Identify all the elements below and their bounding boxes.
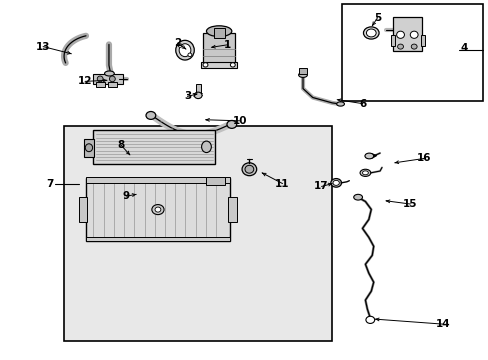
Bar <box>64 126 331 341</box>
Ellipse shape <box>194 92 202 99</box>
Bar <box>228 197 237 222</box>
Text: 9: 9 <box>122 191 130 201</box>
Bar <box>79 197 87 222</box>
Ellipse shape <box>397 44 403 49</box>
Text: 6: 6 <box>358 99 366 109</box>
Ellipse shape <box>97 76 103 82</box>
Text: 5: 5 <box>373 13 381 23</box>
Text: 11: 11 <box>275 179 289 189</box>
Ellipse shape <box>410 44 416 49</box>
Ellipse shape <box>187 53 191 57</box>
Bar <box>83 139 94 157</box>
Bar <box>392 17 422 51</box>
Text: 13: 13 <box>36 42 50 51</box>
Bar <box>93 130 215 164</box>
Bar <box>299 68 306 74</box>
Ellipse shape <box>396 31 404 39</box>
Bar <box>86 237 229 241</box>
Ellipse shape <box>152 204 163 215</box>
Ellipse shape <box>366 29 375 37</box>
Bar <box>195 84 200 95</box>
Ellipse shape <box>206 26 231 37</box>
Ellipse shape <box>179 44 190 57</box>
Ellipse shape <box>85 144 92 152</box>
Bar <box>390 35 394 45</box>
Text: 12: 12 <box>78 76 92 86</box>
Ellipse shape <box>242 163 256 176</box>
Text: 16: 16 <box>416 153 430 163</box>
Ellipse shape <box>365 316 374 323</box>
Ellipse shape <box>201 141 211 153</box>
Bar <box>93 74 122 84</box>
Bar <box>96 82 104 87</box>
Bar <box>108 82 117 87</box>
Text: 15: 15 <box>402 199 417 209</box>
Bar <box>206 177 224 185</box>
Bar <box>86 177 229 183</box>
Text: 1: 1 <box>224 40 231 50</box>
Bar <box>200 62 237 68</box>
Ellipse shape <box>178 44 182 47</box>
Ellipse shape <box>364 153 373 159</box>
Text: 17: 17 <box>314 181 328 192</box>
Ellipse shape <box>298 72 307 77</box>
Ellipse shape <box>332 180 339 185</box>
Ellipse shape <box>146 112 156 120</box>
Text: 10: 10 <box>232 116 246 126</box>
Ellipse shape <box>330 179 341 187</box>
Bar <box>213 28 224 39</box>
Ellipse shape <box>409 31 417 39</box>
Ellipse shape <box>244 165 253 173</box>
Ellipse shape <box>155 207 161 212</box>
Ellipse shape <box>230 63 235 67</box>
Ellipse shape <box>362 171 367 175</box>
Ellipse shape <box>203 63 207 67</box>
Text: 7: 7 <box>46 179 53 189</box>
Ellipse shape <box>363 27 378 39</box>
Ellipse shape <box>336 102 344 106</box>
Bar <box>341 4 483 101</box>
Text: 14: 14 <box>435 319 450 329</box>
Ellipse shape <box>353 194 362 200</box>
Text: 3: 3 <box>183 91 191 102</box>
Text: 8: 8 <box>117 140 124 150</box>
Text: 4: 4 <box>459 44 467 53</box>
Ellipse shape <box>104 71 114 76</box>
Text: 2: 2 <box>174 38 181 48</box>
Ellipse shape <box>175 40 194 60</box>
Bar <box>203 33 234 65</box>
Ellipse shape <box>109 76 115 82</box>
Ellipse shape <box>226 121 236 129</box>
Bar <box>420 35 424 45</box>
Bar <box>86 178 229 241</box>
Ellipse shape <box>359 169 370 176</box>
